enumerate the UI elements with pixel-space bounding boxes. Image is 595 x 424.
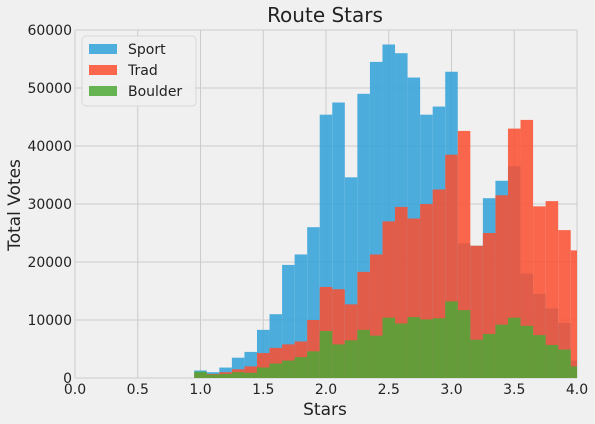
legend-label: Sport: [128, 42, 166, 58]
bar-trad: [520, 119, 534, 379]
bar-boulder: [194, 371, 207, 378]
legend-label: Boulder: [128, 84, 182, 100]
y-tick-label: 40000: [27, 139, 72, 155]
bar-boulder: [319, 331, 333, 378]
bar-trad: [570, 250, 577, 378]
bar-boulder: [482, 333, 496, 378]
bar-boulder: [558, 349, 571, 378]
histogram-bars: [194, 44, 577, 379]
legend-swatch: [89, 86, 117, 96]
y-tick-label: 20000: [27, 255, 72, 271]
chart-title: Route Stars: [267, 3, 383, 27]
bar-boulder: [507, 317, 521, 378]
bar-boulder: [332, 344, 345, 378]
bar-trad: [558, 230, 571, 378]
bar-boulder: [282, 360, 295, 378]
bar-boulder: [445, 301, 458, 378]
bar-boulder: [294, 357, 308, 378]
bar-trad: [545, 201, 559, 378]
x-tick-label: 4.0: [566, 382, 588, 398]
bar-boulder: [495, 324, 508, 378]
bar-boulder: [570, 366, 577, 378]
bar-boulder: [244, 372, 257, 378]
y-tick-label: 30000: [27, 197, 72, 213]
bar-boulder: [545, 344, 559, 378]
x-axis-title: Stars: [303, 400, 347, 420]
x-tick-label: 3.5: [503, 382, 525, 398]
x-tick-label: 1.0: [189, 382, 211, 398]
bar-boulder: [219, 373, 232, 378]
y-axis-ticks: 0 10000 20000 30000 40000 50000 60000: [27, 23, 72, 387]
y-axis-title: Total Votes: [5, 159, 25, 252]
legend: Sport Trad Boulder: [81, 35, 197, 107]
bar-boulder: [407, 317, 421, 378]
bar-boulder: [457, 310, 471, 378]
x-tick-label: 0.0: [64, 382, 86, 398]
bar-boulder: [231, 372, 245, 378]
bar-boulder: [432, 318, 446, 378]
bar-boulder: [269, 363, 283, 378]
bar-boulder: [256, 367, 270, 378]
bar-boulder: [357, 329, 370, 378]
bar-boulder: [470, 339, 483, 378]
bar-boulder: [420, 319, 433, 378]
x-tick-label: 1.5: [252, 382, 274, 398]
x-axis-ticks: 0.0 0.5 1.0 1.5 2.0 2.5 3.0 3.5 4.0: [64, 382, 588, 398]
y-tick-label: 50000: [27, 81, 72, 97]
bar-boulder: [395, 323, 408, 378]
bar-boulder: [382, 317, 396, 378]
y-tick-label: 10000: [27, 313, 72, 329]
x-tick-label: 3.0: [440, 382, 462, 398]
y-tick-label: 60000: [27, 23, 72, 39]
bar-boulder: [307, 351, 320, 378]
bar-trad: [507, 128, 521, 378]
x-tick-label: 2.5: [378, 382, 400, 398]
bar-boulder: [533, 335, 546, 378]
bar-boulder: [520, 325, 534, 378]
legend-label: Trad: [127, 63, 158, 79]
legend-swatch: [89, 44, 117, 54]
y-tick-label: 0: [63, 371, 72, 387]
legend-swatch: [89, 65, 117, 75]
bar-boulder: [344, 340, 358, 378]
series-boulder: [194, 301, 577, 378]
bar-boulder: [206, 374, 220, 378]
bar-trad: [244, 366, 257, 378]
bar-boulder: [369, 335, 383, 378]
x-tick-label: 2.0: [315, 382, 337, 398]
x-tick-label: 0.5: [127, 382, 149, 398]
